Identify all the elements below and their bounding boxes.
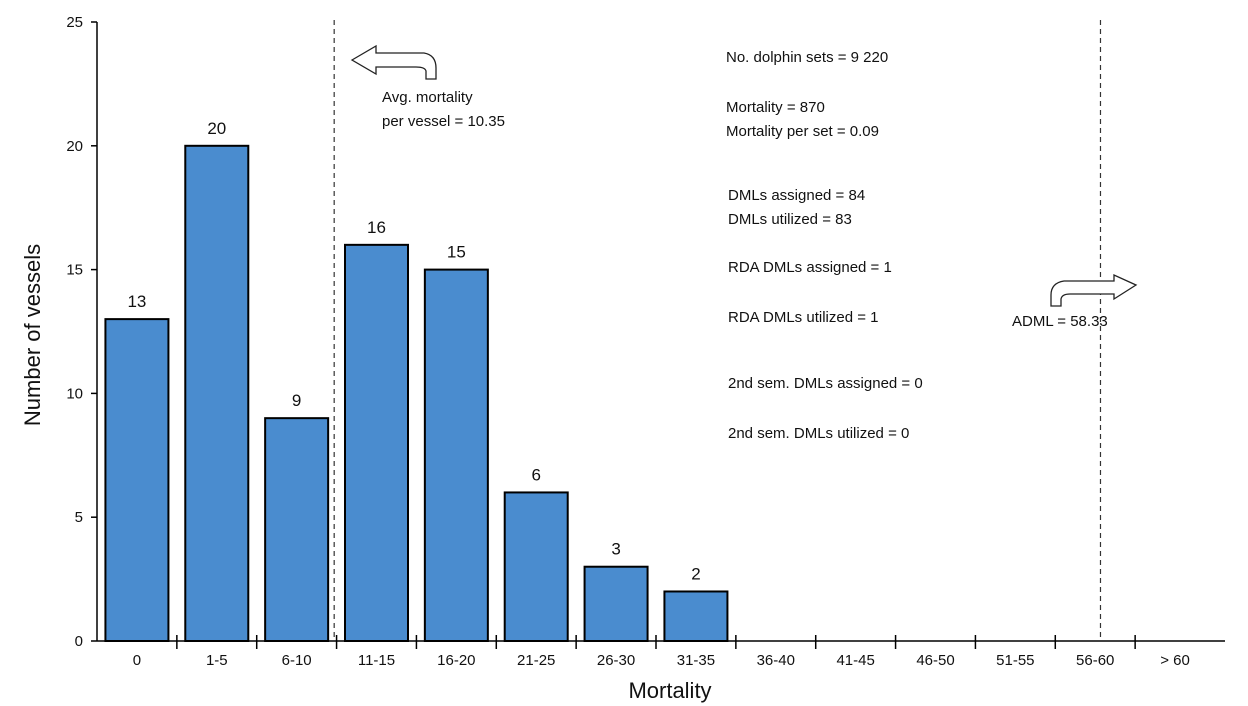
- note-rda-dmls-utilized: RDA DMLs utilized = 1: [728, 309, 878, 326]
- adml-label: ADML = 58.33: [1012, 313, 1108, 330]
- bar-1-5: [184, 144, 250, 643]
- x-tick-label: 0: [133, 652, 141, 669]
- bar-value-label: 3: [611, 540, 620, 559]
- x-tick-label: 46-50: [916, 652, 954, 669]
- x-tick-label: 31-35: [677, 652, 715, 669]
- note-dmls-assigned: DMLs assigned = 84: [728, 187, 865, 204]
- x-tick-label: > 60: [1160, 652, 1190, 669]
- bars-layer: [104, 144, 729, 643]
- x-tick-label: 26-30: [597, 652, 635, 669]
- y-tick-label: 0: [75, 633, 83, 650]
- x-tick-label: 56-60: [1076, 652, 1114, 669]
- bar-value-label: 9: [292, 391, 301, 410]
- y-tick-label: 5: [75, 509, 83, 526]
- note-2nd-sem-utilized: 2nd sem. DMLs utilized = 0: [728, 425, 909, 442]
- bar-value-label: 2: [691, 564, 700, 583]
- bar-11-15: [344, 243, 409, 642]
- y-axis-title: Number of vessels: [20, 244, 45, 426]
- x-tick-label: 21-25: [517, 652, 555, 669]
- bar-16-20: [423, 268, 489, 642]
- avg-label-line-2: per vessel = 10.35: [382, 113, 505, 130]
- bar-value-label: 15: [447, 243, 466, 262]
- bar-6-10: [264, 417, 330, 642]
- x-tick-label: 16-20: [437, 652, 475, 669]
- bar-value-label: 20: [207, 119, 226, 138]
- statistics-annotations: No. dolphin sets = 9 220 Mortality = 870…: [726, 49, 923, 442]
- bar-value-label: 16: [367, 218, 386, 237]
- x-tick-label: 36-40: [757, 652, 795, 669]
- avg-mortality-label: Avg. mortality per vessel = 10.35: [382, 89, 505, 130]
- bar-26-30: [583, 565, 649, 642]
- x-tick-label: 11-15: [358, 652, 395, 669]
- note-2nd-sem-assigned: 2nd sem. DMLs assigned = 0: [728, 375, 923, 392]
- x-tick-label: 1-5: [206, 652, 228, 669]
- x-tick-label: 51-55: [996, 652, 1034, 669]
- y-tick-label: 10: [66, 385, 83, 402]
- note-mortality: Mortality = 870: [726, 99, 825, 116]
- y-tick-label: 15: [66, 262, 83, 279]
- bar-21-25: [503, 491, 569, 642]
- axes-layer: [91, 21, 1225, 649]
- arrow-right-icon: [1050, 273, 1138, 307]
- note-mortality-per-set: Mortality per set = 0.09: [726, 123, 879, 140]
- y-tick-label: 25: [66, 14, 83, 31]
- x-tick-label: 6-10: [282, 652, 312, 669]
- avg-label-line-1: Avg. mortality: [382, 89, 473, 106]
- note-dolphin-sets: No. dolphin sets = 9 220: [726, 49, 888, 66]
- bar-value-label: 13: [127, 292, 146, 311]
- x-axis-title: Mortality: [628, 678, 711, 703]
- bar-value-label: 6: [531, 465, 540, 484]
- reference-lines-layer: [333, 20, 1102, 641]
- note-dmls-utilized: DMLs utilized = 83: [728, 211, 852, 228]
- arrow-left-icon: [350, 44, 437, 80]
- bar-0: [104, 318, 170, 642]
- note-rda-dmls-assigned: RDA DMLs assigned = 1: [728, 259, 892, 276]
- x-tick-label: 41-45: [836, 652, 874, 669]
- y-tick-label: 20: [66, 138, 83, 155]
- bar-31-35: [663, 590, 729, 642]
